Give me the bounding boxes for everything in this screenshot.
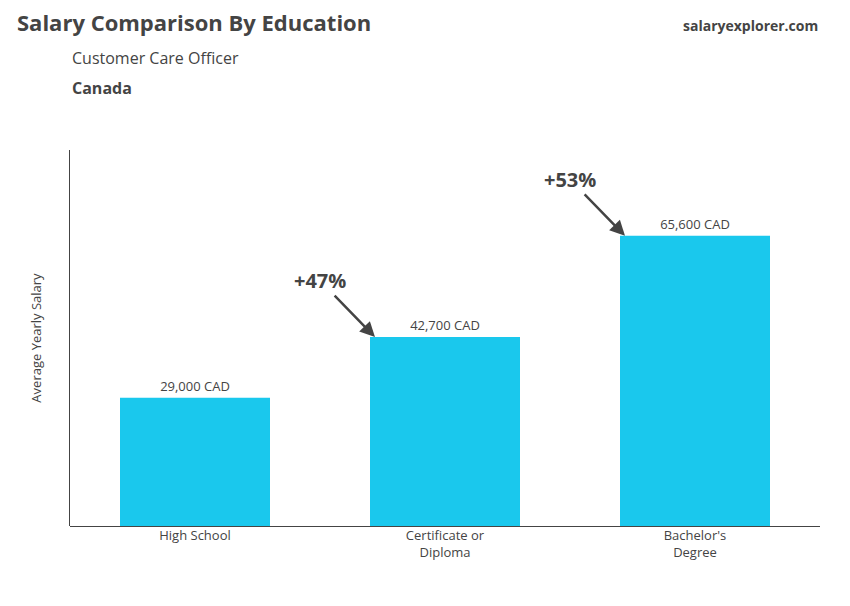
svg-text:42,700 CAD: 42,700 CAD	[410, 316, 480, 334]
svg-text:+53%: +53%	[544, 166, 596, 193]
svg-text:+47%: +47%	[294, 267, 346, 294]
svg-text:Salary Comparison By Education: Salary Comparison By Education	[17, 7, 371, 37]
svg-text:High School: High School	[159, 526, 231, 544]
svg-text:Customer Care Officer: Customer Care Officer	[72, 47, 239, 69]
svg-text:65,600 CAD: 65,600 CAD	[660, 215, 730, 233]
svg-text:Certificate orDiploma: Certificate orDiploma	[406, 526, 485, 561]
svg-text:Average Yearly Salary: Average Yearly Salary	[27, 273, 45, 403]
svg-text:Bachelor'sDegree: Bachelor'sDegree	[664, 526, 727, 561]
svg-text:Canada: Canada	[72, 77, 132, 99]
svg-text:salaryexplorer.com: salaryexplorer.com	[683, 16, 818, 35]
svg-text:29,000 CAD: 29,000 CAD	[160, 377, 230, 395]
